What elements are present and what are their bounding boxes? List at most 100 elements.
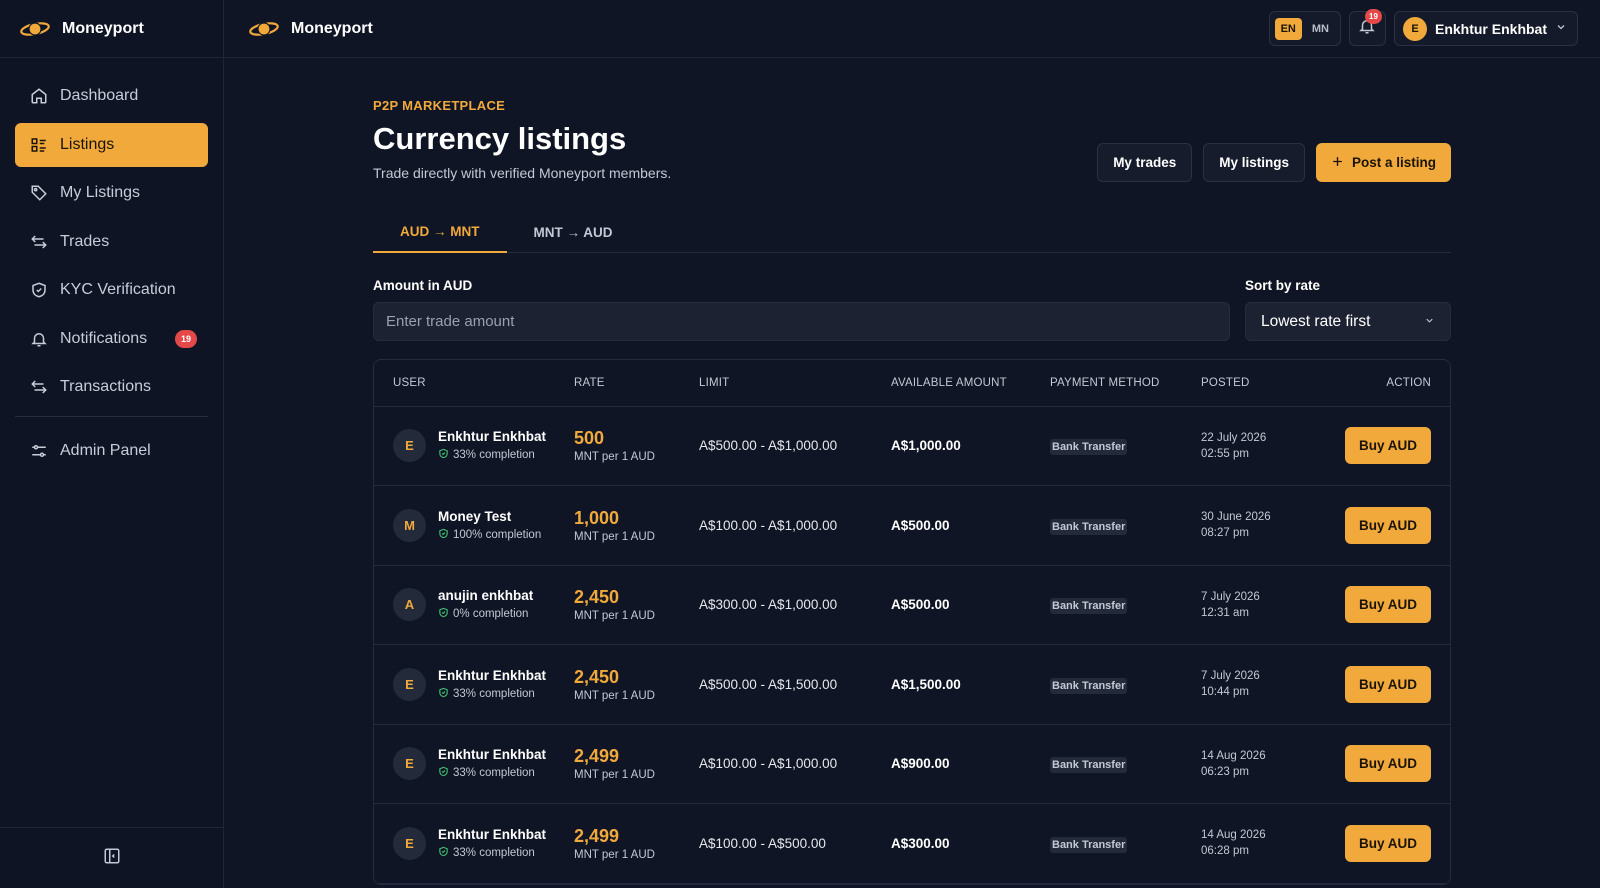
user-menu-button[interactable]: E Enkhtur Enkhbat xyxy=(1393,11,1578,46)
sidebar-footer xyxy=(0,827,224,888)
page-eyebrow: P2P MARKETPLACE xyxy=(373,98,506,113)
completion-text: 33% completion xyxy=(453,767,535,780)
limit: A$300.00 - A$1,000.00 xyxy=(699,565,891,645)
user-cell: E Enkhtur Enkhbat 33% completion xyxy=(393,429,574,463)
payment-method-badge: Bank Transfer xyxy=(1050,677,1128,694)
sidebar-collapse-icon[interactable] xyxy=(103,847,121,870)
sidebar-nav: Dashboard Listings My Listings Trades KY… xyxy=(0,58,223,473)
topbar-actions: EN MN 19 E Enkhtur Enkhbat xyxy=(1268,9,1578,46)
user-info: Enkhtur Enkhbat 33% completion xyxy=(438,747,546,780)
user-name[interactable]: Enkhtur Enkhbat xyxy=(438,667,547,683)
table-row: E Enkhtur Enkhbat 33% completion 2,450 M… xyxy=(374,644,1450,725)
column-header-payment: PAYMENT METHOD xyxy=(1050,360,1201,407)
buy-aud-button[interactable]: Buy AUD xyxy=(1345,824,1431,862)
available-amount: A$300.00 xyxy=(891,803,1050,884)
sidebar-item-my-listings[interactable]: My Listings xyxy=(15,171,208,215)
completion-text: 33% completion xyxy=(453,846,535,859)
notifications-count-badge: 19 xyxy=(1364,9,1382,24)
sort-value: Lowest rate first xyxy=(1261,312,1371,330)
buy-aud-button[interactable]: Buy AUD xyxy=(1345,506,1431,544)
rate-unit: MNT per 1 AUD xyxy=(574,769,655,782)
avatar: E xyxy=(393,747,426,781)
brand-name: Moneyport xyxy=(62,19,144,37)
rate-value: 2,499 xyxy=(574,746,620,767)
lang-mn-button[interactable]: MN xyxy=(1311,22,1329,35)
table-header-row: USER RATE LIMIT AVAILABLE AMOUNT PAYMENT… xyxy=(374,360,1450,407)
sliders-icon xyxy=(30,442,48,460)
user-name: Enkhtur Enkhbat xyxy=(1434,20,1547,37)
tab-mnt-aud[interactable]: MNT → AUD xyxy=(533,225,613,240)
amount-filter: Amount in AUD xyxy=(373,278,1230,341)
buy-aud-button[interactable]: Buy AUD xyxy=(1345,427,1431,465)
bell-icon xyxy=(30,330,48,348)
my-listings-button[interactable]: My listings xyxy=(1203,143,1305,182)
table-row: E Enkhtur Enkhbat 33% completion 2,499 M… xyxy=(374,803,1450,884)
buy-aud-button[interactable]: Buy AUD xyxy=(1345,665,1431,703)
column-header-available: AVAILABLE AMOUNT xyxy=(891,360,1050,407)
buy-aud-button[interactable]: Buy AUD xyxy=(1345,586,1431,624)
notifications-badge: 19 xyxy=(175,329,197,348)
post-listing-button[interactable]: Post a listing xyxy=(1315,143,1451,182)
home-icon xyxy=(30,87,48,105)
payment-method-badge: Bank Transfer xyxy=(1050,836,1128,853)
notifications-button[interactable]: 19 xyxy=(1348,9,1386,46)
avatar: E xyxy=(393,826,426,860)
limit: A$500.00 - A$1,500.00 xyxy=(699,644,891,725)
sidebar-item-transactions[interactable]: Transactions xyxy=(15,365,208,409)
user-name[interactable]: Enkhtur Enkhbat xyxy=(438,826,547,842)
posted-date: 22 July 2026 xyxy=(1201,431,1267,444)
sidebar-item-notifications[interactable]: Notifications 19 xyxy=(15,317,208,361)
user-cell: A anujin enkhbat 0% completion xyxy=(393,588,574,622)
shield-check-icon xyxy=(438,687,449,701)
sort-filter: Sort by rate Lowest rate first xyxy=(1245,278,1451,341)
avatar: E xyxy=(393,667,426,701)
sidebar-item-kyc-verification[interactable]: KYC Verification xyxy=(15,268,208,312)
posted-date: 14 Aug 2026 xyxy=(1201,829,1266,842)
limit: A$100.00 - A$500.00 xyxy=(699,803,891,884)
page-title: Currency listings xyxy=(373,121,627,156)
shield-check-icon xyxy=(438,846,449,860)
user-name[interactable]: Enkhtur Enkhbat xyxy=(438,429,547,445)
user-cell: M Money Test 100% completion xyxy=(393,508,574,542)
available-amount: A$500.00 xyxy=(891,565,1050,645)
user-name[interactable]: Money Test xyxy=(438,508,512,524)
payment-method-badge: Bank Transfer xyxy=(1050,598,1128,615)
posted-time: 02:55 pm xyxy=(1201,447,1249,460)
buy-aud-button[interactable]: Buy AUD xyxy=(1345,745,1431,783)
completion-text: 100% completion xyxy=(453,528,542,541)
user-info: anujin enkhbat 0% completion xyxy=(438,588,533,621)
shield-check-icon xyxy=(438,607,449,621)
table-row: E Enkhtur Enkhbat 33% completion 2,499 M… xyxy=(374,724,1450,804)
sort-select[interactable]: Lowest rate first xyxy=(1245,302,1451,341)
posted-date: 7 July 2026 xyxy=(1201,590,1260,603)
completion: 0% completion xyxy=(438,607,533,621)
sidebar-item-dashboard[interactable]: Dashboard xyxy=(15,74,208,118)
sidebar-item-label: Dashboard xyxy=(60,87,139,104)
amount-input[interactable] xyxy=(373,302,1230,341)
posted-time: 06:28 pm xyxy=(1201,845,1249,858)
user-name[interactable]: Enkhtur Enkhbat xyxy=(438,747,547,763)
rate-unit: MNT per 1 AUD xyxy=(574,451,655,464)
list-icon xyxy=(30,136,48,154)
main-content: P2P MARKETPLACE Currency listings Trade … xyxy=(373,58,1451,885)
rate-unit: MNT per 1 AUD xyxy=(574,689,655,702)
plus-icon xyxy=(1331,155,1344,171)
sidebar-item-trades[interactable]: Trades xyxy=(15,220,208,264)
table-row: M Money Test 100% completion 1,000 MNT p… xyxy=(374,485,1450,566)
tab-aud-mnt[interactable]: AUD → MNT xyxy=(373,212,507,253)
user-cell: E Enkhtur Enkhbat 33% completion xyxy=(393,747,574,781)
sidebar-brand[interactable]: Moneyport xyxy=(0,0,223,58)
shield-icon xyxy=(30,281,48,299)
sidebar-item-admin-panel[interactable]: Admin Panel xyxy=(15,429,208,473)
topbar-brand-name[interactable]: Moneyport xyxy=(291,19,373,37)
sidebar-item-label: Listings xyxy=(60,135,115,153)
shield-check-icon xyxy=(438,528,449,542)
payment-method-badge: Bank Transfer xyxy=(1050,518,1128,535)
posted-time: 08:27 pm xyxy=(1201,527,1249,540)
table-row: A anujin enkhbat 0% completion 2,450 MNT… xyxy=(374,565,1450,645)
user-name[interactable]: anujin enkhbat xyxy=(438,588,534,604)
sidebar-item-listings[interactable]: Listings xyxy=(15,122,208,167)
my-trades-button[interactable]: My trades xyxy=(1097,143,1193,182)
lang-en-button[interactable]: EN xyxy=(1274,17,1302,40)
topbar: Moneyport EN MN 19 E Enkhtur Enkhbat xyxy=(224,0,1600,58)
